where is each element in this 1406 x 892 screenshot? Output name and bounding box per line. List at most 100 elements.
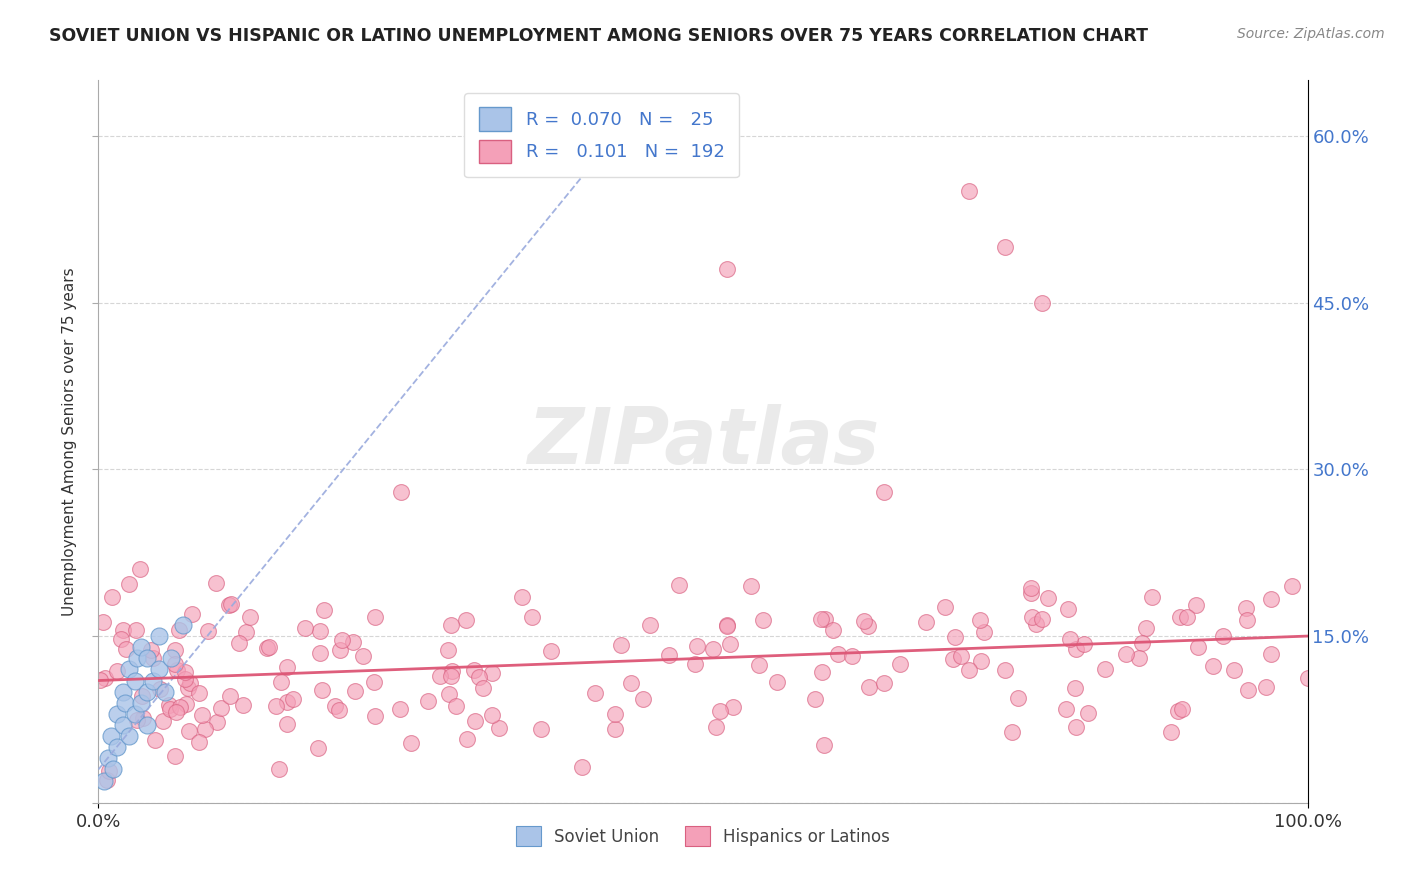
Point <box>309 624 332 638</box>
Point <box>1001 725 1024 739</box>
Point <box>270 674 292 689</box>
Point <box>160 651 183 665</box>
Point <box>163 643 186 657</box>
Point <box>131 689 153 703</box>
Point <box>464 714 486 728</box>
Point <box>813 738 835 752</box>
Point <box>194 722 217 736</box>
Point <box>583 686 606 700</box>
Point <box>342 635 364 649</box>
Point <box>889 657 911 671</box>
Point <box>631 692 654 706</box>
Point <box>1237 683 1260 698</box>
Point <box>180 607 202 622</box>
Point <box>1281 579 1303 593</box>
Point <box>96 772 118 787</box>
Point <box>129 640 152 655</box>
Point <box>994 240 1017 254</box>
Point <box>436 643 458 657</box>
Text: ZIPatlas: ZIPatlas <box>527 403 879 480</box>
Point <box>873 675 896 690</box>
Point <box>143 732 166 747</box>
Point <box>1064 720 1087 734</box>
Point <box>364 708 387 723</box>
Point <box>153 684 176 698</box>
Point <box>276 659 298 673</box>
Point <box>98 764 121 778</box>
Point <box>934 599 956 614</box>
Point <box>135 718 157 732</box>
Point <box>969 654 991 668</box>
Point <box>127 713 149 727</box>
Point <box>1128 651 1150 665</box>
Point <box>942 652 965 666</box>
Point <box>853 615 876 629</box>
Point <box>766 674 789 689</box>
Point <box>1064 642 1087 657</box>
Point <box>267 763 290 777</box>
Point <box>114 642 136 657</box>
Point <box>914 615 936 629</box>
Point <box>571 760 593 774</box>
Point <box>344 684 367 698</box>
Point <box>463 664 485 678</box>
Point <box>1234 600 1257 615</box>
Point <box>1296 671 1319 685</box>
Point <box>157 698 180 712</box>
Point <box>638 617 661 632</box>
Point <box>1140 590 1163 604</box>
Point <box>112 623 135 637</box>
Point <box>218 598 240 612</box>
Point <box>605 722 627 736</box>
Point <box>174 672 197 686</box>
Point <box>841 649 863 664</box>
Point <box>488 721 510 735</box>
Point <box>135 684 157 698</box>
Point <box>110 632 132 647</box>
Point <box>179 675 201 690</box>
Point <box>114 696 136 710</box>
Point <box>235 625 257 640</box>
Point <box>312 603 335 617</box>
Point <box>510 591 533 605</box>
Point <box>139 643 162 657</box>
Point <box>152 714 174 728</box>
Point <box>467 670 489 684</box>
Point <box>1025 617 1047 632</box>
Point <box>209 701 232 715</box>
Point <box>704 720 727 734</box>
Point <box>294 621 316 635</box>
Point <box>167 623 190 637</box>
Point <box>142 651 165 665</box>
Point <box>173 665 195 680</box>
Point <box>125 623 148 637</box>
Point <box>1254 681 1277 695</box>
Point <box>219 689 242 703</box>
Point <box>709 704 731 718</box>
Point <box>437 687 460 701</box>
Point <box>685 657 707 671</box>
Point <box>308 646 330 660</box>
Point <box>814 611 837 625</box>
Point <box>363 610 385 624</box>
Point <box>148 629 170 643</box>
Text: Source: ZipAtlas.com: Source: ZipAtlas.com <box>1237 27 1385 41</box>
Point <box>1160 724 1182 739</box>
Point <box>686 639 709 653</box>
Point <box>1115 647 1137 661</box>
Point <box>609 638 631 652</box>
Point <box>276 717 298 731</box>
Point <box>188 735 211 749</box>
Point <box>456 731 478 746</box>
Point <box>129 696 152 710</box>
Text: SOVIET UNION VS HISPANIC OR LATINO UNEMPLOYMENT AMONG SENIORS OVER 75 YEARS CORR: SOVIET UNION VS HISPANIC OR LATINO UNEMP… <box>49 27 1149 45</box>
Point <box>257 640 280 654</box>
Point <box>1007 690 1029 705</box>
Point <box>720 637 742 651</box>
Point <box>748 658 770 673</box>
Point <box>169 699 191 714</box>
Point <box>166 663 188 677</box>
Point <box>311 682 333 697</box>
Point <box>1260 647 1282 661</box>
Point <box>105 665 128 679</box>
